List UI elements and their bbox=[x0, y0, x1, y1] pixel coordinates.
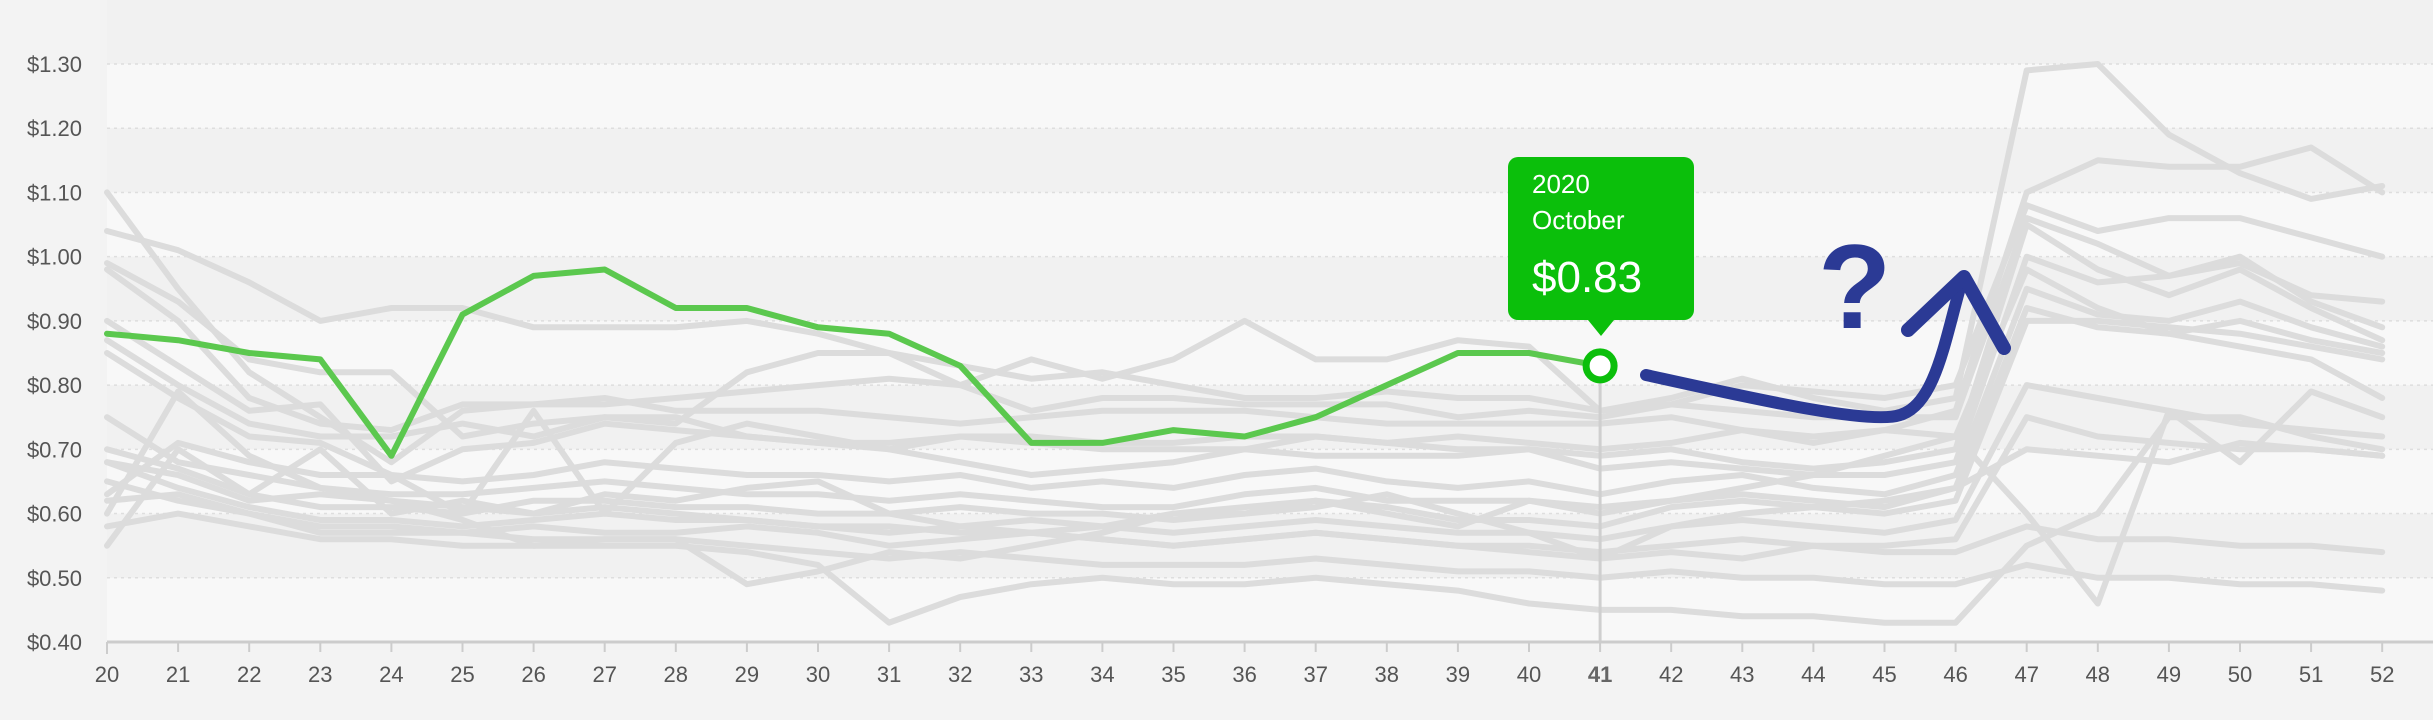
background-series-line bbox=[104, 215, 2386, 434]
background-series-line bbox=[104, 61, 2386, 414]
y-tick-label: $0.70 bbox=[27, 437, 82, 462]
x-tick-label: 36 bbox=[1232, 662, 1256, 687]
annotation-arrow-shaft bbox=[1640, 282, 1966, 424]
y-tick-label: $0.80 bbox=[27, 373, 82, 398]
background-series-line bbox=[104, 388, 2386, 607]
x-tick-label: 41 bbox=[1588, 662, 1612, 687]
y-tick-label: $1.10 bbox=[27, 180, 82, 205]
x-tick-label: 22 bbox=[237, 662, 261, 687]
x-tick-label: 49 bbox=[2157, 662, 2181, 687]
plot-band bbox=[107, 0, 2433, 64]
x-tick-label: 50 bbox=[2228, 662, 2252, 687]
y-axis-ticks: $0.40 $0.50 $0.60 $0.70 $0.80 $0.90 $1.00 $1.10… bbox=[27, 52, 82, 655]
x-tick-label: 20 bbox=[95, 662, 119, 687]
highlight-series-line bbox=[104, 266, 1604, 459]
x-axis-ticks: 20 21 22 23 24 25 26 27 28 29 30 31 32 33 34 35 36 37 38 39… bbox=[95, 642, 2394, 687]
x-tick-label: 43 bbox=[1730, 662, 1754, 687]
y-tick-label: $0.50 bbox=[27, 566, 82, 591]
x-tick-label: 45 bbox=[1872, 662, 1896, 687]
background-series-line bbox=[104, 382, 2386, 543]
background-series-line bbox=[104, 459, 2386, 562]
background-series-line bbox=[104, 305, 2386, 511]
background-series-line bbox=[104, 202, 2386, 440]
y-tick-label: $1.00 bbox=[27, 245, 82, 270]
background-series-line bbox=[104, 414, 2386, 626]
x-tick-label: 31 bbox=[877, 662, 901, 687]
tooltip: 2020 October $0.83 bbox=[1508, 157, 1694, 336]
tooltip-pointer bbox=[1588, 320, 1614, 336]
x-tick-label: 23 bbox=[308, 662, 332, 687]
x-tick-label: 32 bbox=[948, 662, 972, 687]
arrow-up-icon bbox=[1901, 270, 2011, 355]
x-tick-label: 42 bbox=[1659, 662, 1683, 687]
x-tick-label: 30 bbox=[806, 662, 830, 687]
x-tick-label: 38 bbox=[1375, 662, 1399, 687]
x-tick-label: 46 bbox=[1943, 662, 1967, 687]
y-tick-label: $0.40 bbox=[27, 630, 82, 655]
background-series-line bbox=[104, 266, 2386, 588]
background-series-line bbox=[104, 439, 2386, 562]
x-tick-label: 33 bbox=[1019, 662, 1043, 687]
x-tick-label: 40 bbox=[1517, 662, 1541, 687]
tooltip-value: $0.83 bbox=[1532, 253, 1642, 302]
x-tick-label: 28 bbox=[664, 662, 688, 687]
plot-band bbox=[107, 128, 2433, 193]
x-tick-label: 39 bbox=[1446, 662, 1470, 687]
x-tick-label: 44 bbox=[1801, 662, 1825, 687]
x-tick-label: 27 bbox=[592, 662, 616, 687]
x-tick-label: 48 bbox=[2086, 662, 2110, 687]
x-tick-label: 37 bbox=[1303, 662, 1327, 687]
y-tick-label: $1.20 bbox=[27, 116, 82, 141]
question-mark-annotation: ? bbox=[1818, 220, 1891, 354]
highlight-point[interactable] bbox=[1582, 348, 1618, 384]
x-tick-label: 51 bbox=[2299, 662, 2323, 687]
tooltip-month: October bbox=[1532, 205, 1625, 235]
x-tick-label: 21 bbox=[166, 662, 190, 687]
y-tick-label: $1.30 bbox=[27, 52, 82, 77]
x-tick-label: 52 bbox=[2370, 662, 2394, 687]
x-tick-label: 29 bbox=[735, 662, 759, 687]
tooltip-year: 2020 bbox=[1532, 169, 1590, 199]
x-tick-label: 34 bbox=[1090, 662, 1114, 687]
x-tick-label: 25 bbox=[450, 662, 474, 687]
y-tick-label: $0.60 bbox=[27, 502, 82, 527]
background-series-group bbox=[104, 61, 2386, 626]
x-tick-label: 26 bbox=[521, 662, 545, 687]
tooltip-box bbox=[1508, 157, 1694, 320]
x-tick-label: 47 bbox=[2014, 662, 2038, 687]
annotation: ? bbox=[1640, 220, 2011, 424]
x-tick-label: 35 bbox=[1161, 662, 1185, 687]
x-tick-label: 24 bbox=[379, 662, 403, 687]
y-tick-label: $0.90 bbox=[27, 309, 82, 334]
